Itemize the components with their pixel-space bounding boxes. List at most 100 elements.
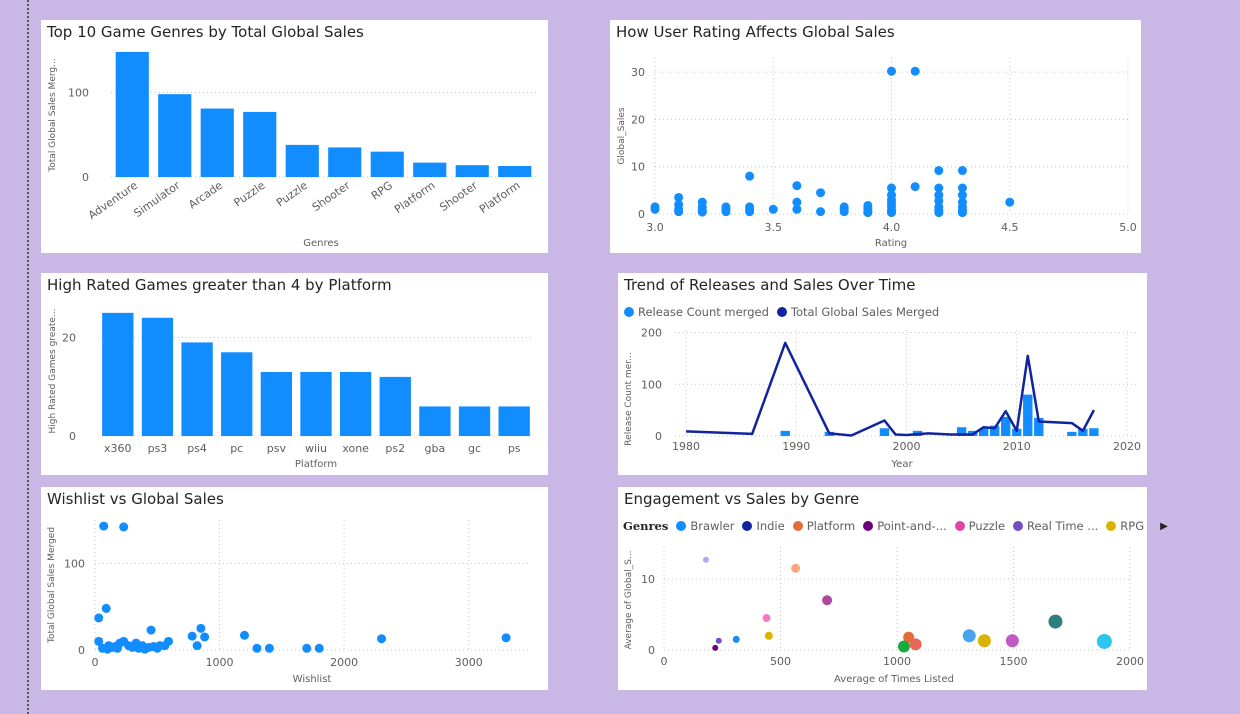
chart-card-trend[interactable]: Trend of Releases and Sales Over Time Re… (618, 273, 1147, 475)
legend-item[interactable]: Brawler (676, 519, 734, 533)
chart-card-engagement[interactable]: Engagement vs Sales by Genre Genres Braw… (618, 487, 1168, 690)
scatter-point (839, 207, 849, 217)
bubble (791, 563, 801, 573)
scatter-point (934, 166, 944, 176)
y-tick-label: 100 (68, 86, 89, 99)
scatter-point (957, 166, 967, 176)
legend-item[interactable]: RPG (1106, 519, 1144, 533)
scatter-point (252, 643, 262, 653)
chart-card-high-rated-platform[interactable]: High Rated Games greater than 4 by Platf… (41, 273, 548, 475)
scatter-point (792, 197, 802, 207)
legend-item[interactable]: Platform (792, 519, 855, 533)
scatter-point (863, 208, 873, 218)
legend-dot-icon (1106, 521, 1117, 531)
scatter-point (112, 643, 122, 653)
x-tick-label: Simulator (132, 179, 183, 220)
scatter-point (934, 183, 944, 193)
scatter-point (152, 643, 162, 653)
legend-dot-icon (624, 307, 634, 317)
x-axis-title: Genres (303, 238, 339, 249)
bubble (1048, 614, 1063, 629)
chart-title: How User Rating Affects Global Sales (616, 23, 895, 41)
x-tick-label: ps (508, 442, 521, 455)
bubble (764, 631, 773, 640)
x-tick-label: 2000 (1116, 655, 1144, 668)
scatter-point (887, 183, 896, 193)
scatter-point (887, 66, 896, 76)
x-tick-label: 3000 (455, 656, 483, 669)
legend-dot-icon (742, 521, 753, 531)
bar (181, 342, 213, 436)
legend-item[interactable]: Real Time ... (1013, 519, 1098, 533)
scatter-point (196, 623, 206, 633)
x-tick-label: 4.0 (883, 221, 901, 234)
bar (1067, 431, 1077, 436)
bar (780, 430, 790, 436)
x-tick-label: ps2 (385, 442, 405, 455)
chart-card-rating-vs-sales[interactable]: How User Rating Affects Global Sales 0 10… (610, 20, 1141, 253)
legend-item[interactable]: Point-and-... (863, 519, 947, 533)
bar (370, 151, 404, 177)
legend-item-total-sales[interactable]: Total Global Sales Merged (776, 305, 939, 319)
y-tick-label: 0 (69, 430, 76, 443)
bar (328, 147, 362, 177)
bubble (702, 556, 709, 563)
series-line (685, 341, 1096, 437)
y-axis-title: Release Count mer... (624, 352, 634, 445)
chart-card-top-genres[interactable]: Top 10 Game Genres by Total Global Sales… (41, 20, 548, 253)
scatter-point (934, 208, 944, 218)
bar (102, 312, 134, 436)
x-tick-label: wiiu (305, 442, 327, 455)
legend-item[interactable]: Puzzle (954, 519, 1005, 533)
y-tick-label: 10 (631, 161, 645, 174)
scatter-point (501, 633, 511, 643)
scatter-point (99, 521, 109, 531)
scatter-point (674, 207, 684, 217)
x-axis-title: Year (890, 459, 913, 470)
scatter-point (816, 188, 826, 198)
legend-item-release-count[interactable]: Release Count merged (624, 305, 769, 319)
bubble (762, 614, 771, 623)
x-tick-label: 2010 (1003, 440, 1031, 453)
x-tick-label: 500 (770, 655, 791, 668)
bar (1023, 394, 1033, 436)
scatter-point (816, 207, 826, 217)
chart-legend: Release Count merged Total Global Sales … (624, 305, 947, 319)
legend-item[interactable]: Indie (742, 519, 785, 533)
x-tick-label: Arcade (186, 179, 225, 212)
bar (956, 427, 967, 436)
scatter-point (192, 641, 202, 651)
scatter-point (650, 204, 660, 214)
x-tick-label: 0 (661, 655, 668, 668)
bar (141, 317, 174, 436)
y-tick-label: 10 (641, 573, 655, 586)
x-tick-label: 3.5 (765, 221, 783, 234)
scatter-point (200, 632, 210, 642)
y-axis-title: Global_Sales (617, 107, 627, 164)
x-tick-label: 1500 (1000, 655, 1028, 668)
scatter-point (745, 207, 755, 217)
chart-legend: Genres Brawler Indie Platform Point-and-… (623, 519, 1168, 533)
x-tick-label: ps3 (148, 442, 168, 455)
y-tick-label: 0 (648, 644, 655, 657)
scatter-point (957, 183, 967, 193)
x-tick-label: 2000 (893, 440, 921, 453)
scatter-point (302, 643, 312, 653)
legend-dot-icon (676, 521, 687, 531)
legend-dot-icon (954, 521, 965, 531)
y-axis-title: Average of Global_S... (624, 551, 634, 650)
x-tick-label: Puzzle (274, 179, 310, 210)
scatter-point (910, 182, 920, 192)
y-axis-title: Total Global Sales Merg... (48, 58, 58, 172)
chart-title: Engagement vs Sales by Genre (624, 490, 860, 508)
bar-chart-platforms: 0 20 x360 ps3 ps4 pc psv wiiu xone ps2 gba gc ps Plat… (48, 308, 534, 470)
bar (1001, 416, 1011, 436)
bubble (712, 644, 719, 651)
x-tick-label: 2000 (330, 656, 358, 669)
x-tick-label: Puzzle (232, 179, 268, 210)
chevron-right-icon[interactable]: ▶ (1160, 520, 1168, 532)
bubble-chart-engagement: 0 10 0 500 1000 1500 2000 Average of Times List… (624, 547, 1144, 685)
scatter-point (721, 207, 731, 217)
chart-card-wishlist[interactable]: Wishlist vs Global Sales 0 100 0 1000 2000 30… (41, 487, 548, 690)
